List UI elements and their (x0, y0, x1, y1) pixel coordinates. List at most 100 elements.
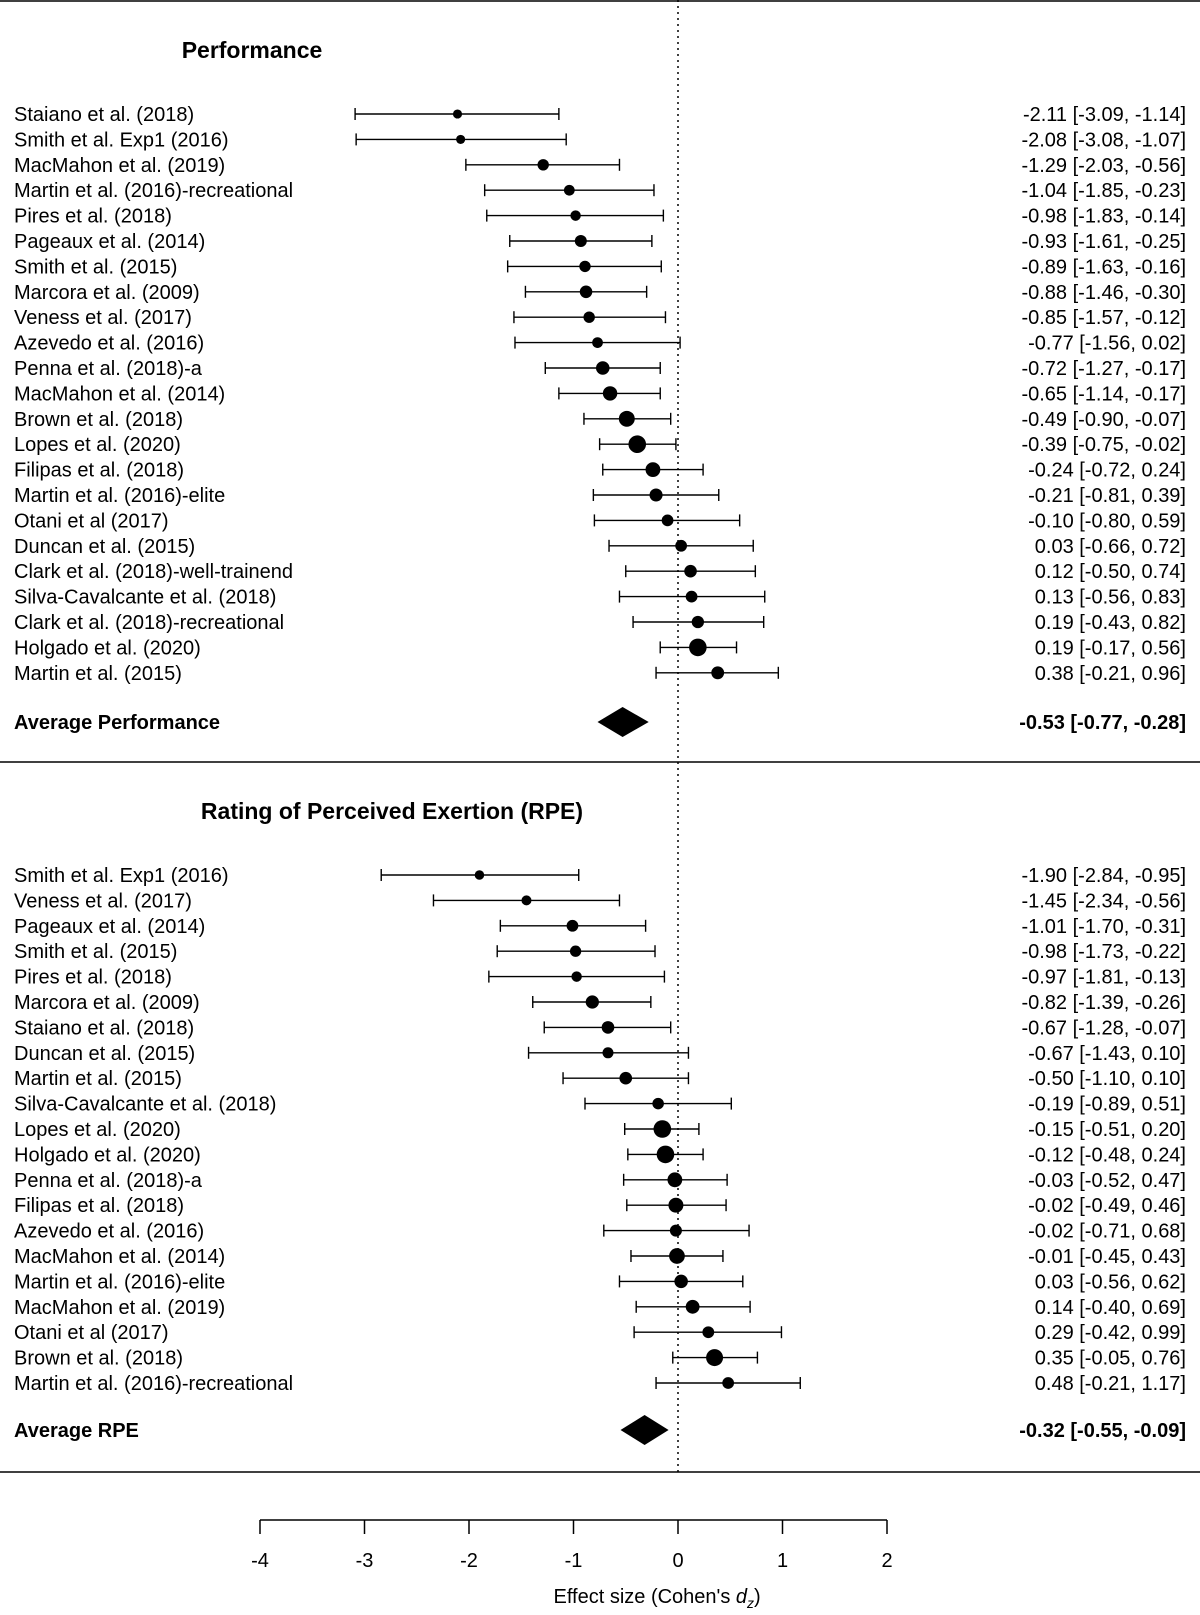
study-ci-text: -0.12 [-0.48, 0.24] (1028, 1144, 1186, 1166)
study-label: MacMahon et al. (2019) (14, 1297, 225, 1319)
summary-diamond (620, 1415, 669, 1445)
study-label: Pageaux et al. (2014) (14, 916, 205, 938)
summary-diamond (597, 707, 649, 737)
point-estimate (592, 337, 603, 348)
study-label: Smith et al. Exp1 (2016) (14, 129, 229, 151)
study-label: Lopes et al. (2020) (14, 434, 181, 456)
study-row: Pires et al. (2018) -0.98 [-1.83, -0.14] (14, 206, 1186, 228)
study-row: Staiano et al. (2018) -0.67 [-1.28, -0.07… (14, 1017, 1186, 1039)
study-ci-text: -0.82 [-1.39, -0.26] (1021, 992, 1186, 1014)
study-label: Silva-Cavalcante et al. (2018) (14, 587, 276, 609)
point-estimate (685, 1299, 700, 1314)
x-tick-label: -2 (460, 1550, 478, 1572)
point-estimate (601, 1021, 615, 1034)
study-row: Azevedo et al. (2016) -0.02 [-0.71, 0.68] (14, 1221, 1186, 1243)
study-row: Martin et al. (2015) 0.38 [-0.21, 0.96] (14, 663, 1186, 685)
study-row: Holgado et al. (2020) -0.12 [-0.48, 0.24] (14, 1144, 1186, 1166)
study-ci-text: -0.01 [-0.45, 0.43] (1028, 1246, 1186, 1268)
study-ci-text: 0.03 [-0.66, 0.72] (1035, 536, 1186, 558)
study-ci-text: 0.14 [-0.40, 0.69] (1035, 1297, 1186, 1319)
point-estimate (653, 1120, 672, 1138)
point-estimate (628, 435, 647, 454)
study-row: Filipas et al. (2018) -0.02 [-0.49, 0.46] (14, 1195, 1186, 1217)
study-label: Azevedo et al. (2016) (14, 1221, 204, 1243)
x-tick-label: 1 (777, 1550, 788, 1572)
study-row: Smith et al. Exp1 (2016) -2.08 [-3.08, -1… (14, 129, 1186, 151)
summary-row: Average RPE -0.32 [-0.55, -0.09] (14, 1415, 1186, 1445)
point-estimate (675, 539, 688, 552)
study-row: Smith et al. (2015) -0.89 [-1.63, -0.16] (14, 256, 1186, 278)
summary-ci-text: -0.32 [-0.55, -0.09] (1019, 1420, 1186, 1442)
study-ci-text: 0.19 [-0.43, 0.82] (1035, 612, 1186, 634)
point-estimate (691, 615, 705, 629)
study-label: Smith et al. (2015) (14, 256, 177, 278)
study-ci-text: -0.65 [-1.14, -0.17] (1021, 383, 1186, 405)
study-row: Martin et al. (2015) -0.50 [-1.10, 0.10] (14, 1068, 1186, 1090)
study-row: Filipas et al. (2018) -0.24 [-0.72, 0.24] (14, 460, 1186, 482)
point-estimate (452, 109, 463, 119)
point-estimate (722, 1377, 735, 1389)
study-label: Staiano et al. (2018) (14, 104, 194, 126)
study-ci-text: -0.02 [-0.49, 0.46] (1028, 1195, 1186, 1217)
study-ci-text: -1.45 [-2.34, -0.56] (1021, 890, 1186, 912)
point-estimate (521, 895, 532, 906)
study-row: Clark et al. (2018)-well-trainend 0.12 [-… (14, 561, 1186, 583)
study-ci-text: -0.15 [-0.51, 0.20] (1028, 1119, 1186, 1141)
point-estimate (579, 285, 593, 299)
study-label: Martin et al. (2016)-recreational (14, 1373, 293, 1395)
study-row: Penna et al. (2018)-a -0.03 [-0.52, 0.47] (14, 1170, 1186, 1192)
study-row: Martin et al. (2016)-recreational 0.48 [-… (14, 1373, 1186, 1395)
study-ci-text: -1.01 [-1.70, -0.31] (1021, 916, 1186, 938)
point-estimate (685, 590, 698, 603)
study-label: Martin et al. (2015) (14, 663, 182, 685)
study-ci-text: -2.11 [-3.09, -1.14] (1023, 104, 1186, 126)
study-ci-text: 0.12 [-0.50, 0.74] (1035, 561, 1186, 583)
point-estimate (596, 361, 610, 375)
x-axis-label: Effect size (Cohen's dz) (554, 1586, 761, 1610)
study-label: Penna et al. (2018)-a (14, 1170, 203, 1192)
study-ci-text: 0.48 [-0.21, 1.17] (1035, 1373, 1186, 1395)
point-estimate (579, 260, 591, 273)
point-estimate (674, 1274, 688, 1289)
point-estimate (649, 488, 663, 502)
study-row: Veness et al. (2017) -0.85 [-1.57, -0.12] (14, 307, 1186, 329)
study-row: MacMahon et al. (2014) -0.01 [-0.45, 0.43… (14, 1246, 1186, 1268)
point-estimate (669, 1248, 685, 1264)
study-row: Brown et al. (2018) 0.35 [-0.05, 0.76] (14, 1348, 1186, 1370)
study-row: Veness et al. (2017) -1.45 [-2.34, -0.56] (14, 890, 1186, 912)
study-row: Smith et al. (2015) -0.98 [-1.73, -0.22] (14, 941, 1186, 963)
study-ci-text: -0.49 [-0.90, -0.07] (1021, 409, 1186, 431)
point-estimate (667, 1172, 683, 1188)
study-row: MacMahon et al. (2019) -1.29 [-2.03, -0.5… (14, 155, 1186, 177)
study-ci-text: -0.88 [-1.46, -0.30] (1021, 282, 1186, 304)
study-label: Smith et al. (2015) (14, 941, 177, 963)
study-label: Martin et al. (2015) (14, 1068, 182, 1090)
study-row: Marcora et al. (2009) -0.88 [-1.46, -0.30… (14, 282, 1186, 304)
study-label: Pires et al. (2018) (14, 206, 172, 228)
study-label: Penna et al. (2018)-a (14, 358, 203, 380)
study-label: Marcora et al. (2009) (14, 282, 200, 304)
summary-label: Average Performance (14, 712, 220, 734)
point-estimate (566, 919, 579, 932)
study-label: Duncan et al. (2015) (14, 1043, 195, 1065)
point-estimate (585, 995, 599, 1009)
point-estimate (706, 1349, 724, 1367)
study-ci-text: 0.35 [-0.05, 0.76] (1035, 1348, 1186, 1370)
study-label: MacMahon et al. (2019) (14, 155, 225, 177)
study-label: Otani et al (2017) (14, 1322, 169, 1344)
point-estimate (474, 870, 485, 880)
study-ci-text: -0.19 [-0.89, 0.51] (1028, 1094, 1186, 1116)
study-ci-text: -0.89 [-1.63, -0.16] (1021, 256, 1186, 278)
study-ci-text: -0.98 [-1.73, -0.22] (1021, 941, 1186, 963)
study-ci-text: -0.03 [-0.52, 0.47] (1028, 1170, 1186, 1192)
study-label: MacMahon et al. (2014) (14, 383, 225, 405)
study-row: Martin et al. (2016)-elite -0.21 [-0.81, … (14, 485, 1186, 507)
study-row: Pageaux et al. (2014) -0.93 [-1.61, -0.25… (14, 231, 1186, 253)
study-ci-text: -1.29 [-2.03, -0.56] (1021, 155, 1186, 177)
point-estimate (684, 564, 697, 578)
point-estimate (689, 638, 707, 657)
point-estimate (656, 1145, 675, 1164)
study-row: Penna et al. (2018)-a -0.72 [-1.27, -0.17… (14, 358, 1186, 380)
structure-lines (0, 0, 1200, 1473)
study-row: Smith et al. Exp1 (2016) -1.90 [-2.84, -0… (14, 865, 1186, 887)
